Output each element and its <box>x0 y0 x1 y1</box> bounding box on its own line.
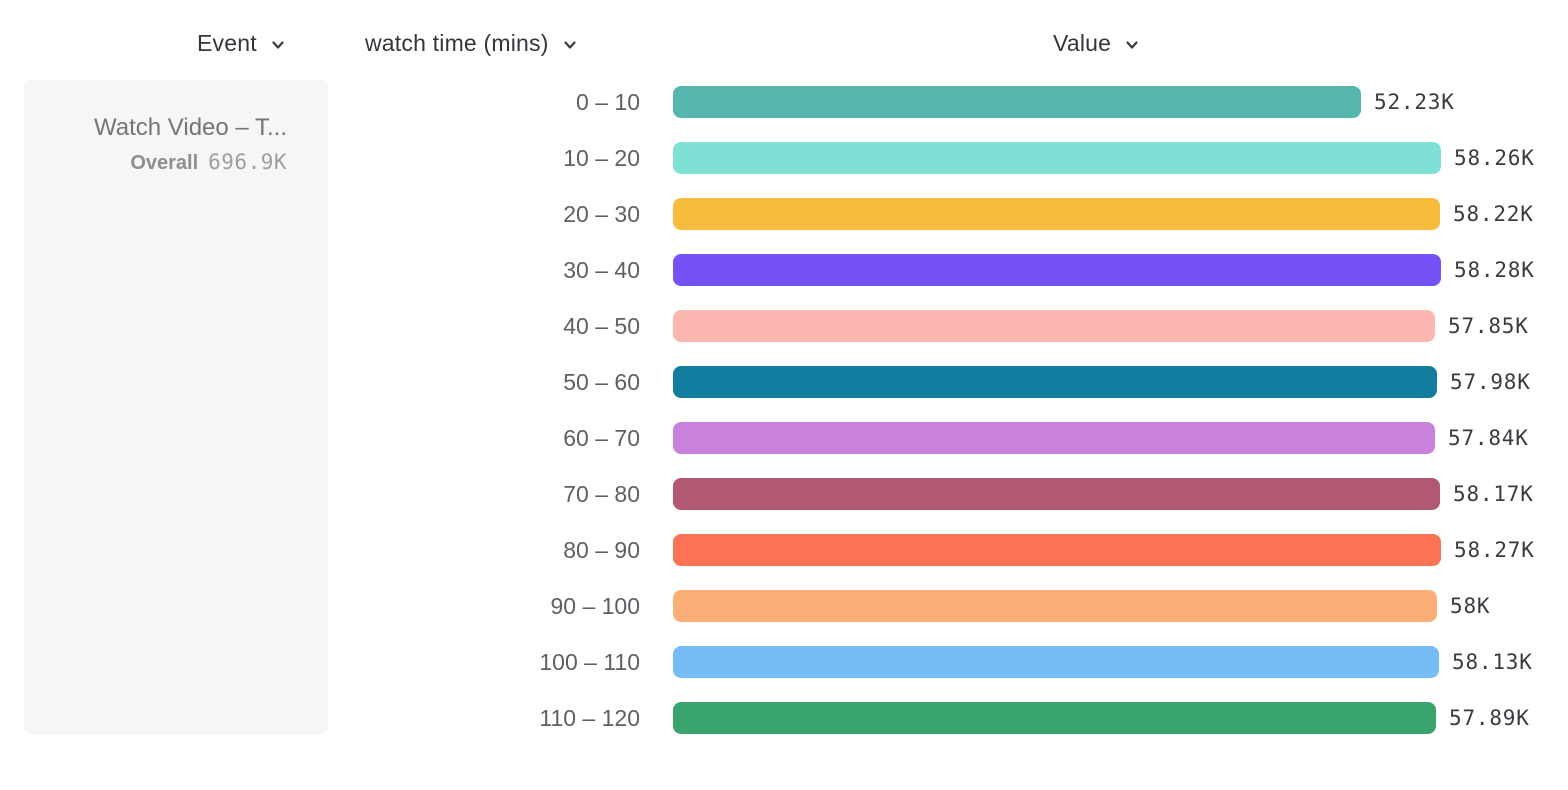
bar-value-label: 58.13K <box>1452 650 1533 674</box>
bar-row: 60 – 70 57.84K <box>0 410 1568 466</box>
breakdown-column-header[interactable]: watch time (mins) <box>365 27 578 59</box>
horizontal-bar-chart: 0 – 10 52.23K 10 – 20 58.26K 20 – 30 58.22K 30… <box>0 74 1568 746</box>
bucket-label: 80 – 90 <box>563 536 640 563</box>
bucket-label: 20 – 30 <box>563 200 640 227</box>
bar-row: 10 – 20 58.26K <box>0 130 1568 186</box>
bar-value-label: 58K <box>1450 594 1491 618</box>
bar-segment[interactable] <box>673 366 1437 398</box>
bar-row: 50 – 60 57.98K <box>0 354 1568 410</box>
bar-value-label: 58.22K <box>1453 202 1534 226</box>
value-column-label: Value <box>1053 29 1112 56</box>
bar-row: 80 – 90 58.27K <box>0 522 1568 578</box>
bar-row: 30 – 40 58.28K <box>0 242 1568 298</box>
bar-segment[interactable] <box>673 590 1437 622</box>
bar-row: 40 – 50 57.85K <box>0 298 1568 354</box>
event-column-header[interactable]: Event <box>197 27 286 59</box>
chevron-down-icon <box>562 37 578 53</box>
bar-row: 90 – 100 58K <box>0 578 1568 634</box>
bar-segment[interactable] <box>673 646 1439 678</box>
chevron-down-icon <box>270 37 286 53</box>
bar-value-label: 57.98K <box>1450 370 1531 394</box>
bucket-label: 0 – 10 <box>576 88 640 115</box>
bar-value-label: 58.17K <box>1453 482 1534 506</box>
bar-value-label: 57.89K <box>1449 706 1530 730</box>
bar-segment[interactable] <box>673 310 1435 342</box>
bucket-label: 50 – 60 <box>563 368 640 395</box>
bucket-label: 110 – 120 <box>539 704 640 731</box>
bar-segment[interactable] <box>673 86 1361 118</box>
bucket-label: 70 – 80 <box>563 480 640 507</box>
overall-label: Overall <box>130 152 199 174</box>
bar-value-label: 58.28K <box>1454 258 1535 282</box>
bucket-label: 60 – 70 <box>563 424 640 451</box>
bar-row: 100 – 110 58.13K <box>0 634 1568 690</box>
value-column-header[interactable]: Value <box>1053 27 1140 59</box>
bar-row: 70 – 80 58.17K <box>0 466 1568 522</box>
event-overall-row: Overall 696.9K <box>24 150 287 175</box>
bar-value-label: 57.85K <box>1448 314 1529 338</box>
event-title: Watch Video – T... <box>94 114 287 141</box>
bar-value-label: 58.26K <box>1454 146 1535 170</box>
chevron-down-icon <box>1124 37 1140 53</box>
bar-segment[interactable] <box>673 198 1440 230</box>
bar-segment[interactable] <box>673 534 1441 566</box>
bar-row: 20 – 30 58.22K <box>0 186 1568 242</box>
bar-segment[interactable] <box>673 702 1436 734</box>
bar-segment[interactable] <box>673 142 1441 174</box>
event-card[interactable]: Watch Video – T... Overall 696.9K <box>24 80 328 735</box>
bar-value-label: 58.27K <box>1454 538 1535 562</box>
bar-row: 110 – 120 57.89K <box>0 690 1568 746</box>
bar-segment[interactable] <box>673 254 1441 286</box>
overall-value: 696.9K <box>208 150 287 174</box>
bucket-label: 10 – 20 <box>563 144 640 171</box>
bucket-label: 100 – 110 <box>539 648 640 675</box>
event-column-label: Event <box>197 29 257 56</box>
bar-value-label: 57.84K <box>1448 426 1529 450</box>
breakdown-column-label: watch time (mins) <box>365 29 549 56</box>
bar-value-label: 52.23K <box>1374 90 1455 114</box>
bucket-label: 90 – 100 <box>550 592 640 619</box>
bucket-label: 40 – 50 <box>563 312 640 339</box>
bar-row: 0 – 10 52.23K <box>0 74 1568 130</box>
bucket-label: 30 – 40 <box>563 256 640 283</box>
bar-segment[interactable] <box>673 478 1440 510</box>
bar-segment[interactable] <box>673 422 1435 454</box>
